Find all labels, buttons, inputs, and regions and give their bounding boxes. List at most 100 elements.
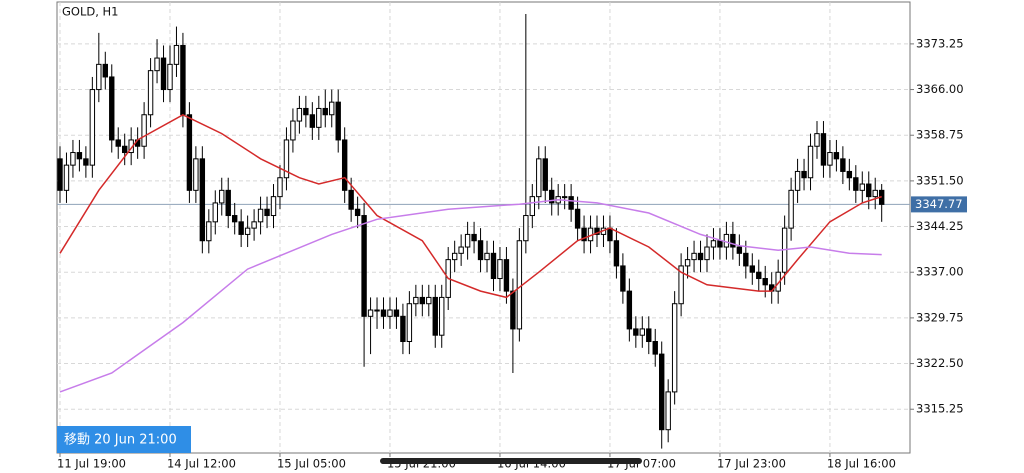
candle-body <box>704 246 710 261</box>
candle-body <box>296 107 303 122</box>
candle-body <box>756 271 762 280</box>
candle-body <box>348 189 354 210</box>
candle-body <box>89 89 96 166</box>
candle-body <box>678 265 684 305</box>
candle-body <box>309 114 316 128</box>
candle-body <box>193 158 199 191</box>
candle-body <box>283 139 290 179</box>
candle-body <box>477 240 484 261</box>
y-tick-label: 3322.50 <box>916 356 964 370</box>
candle-body <box>316 107 322 128</box>
candle-body <box>186 114 193 191</box>
candle-body <box>406 303 413 343</box>
candle-body <box>710 240 717 248</box>
candle-body <box>561 196 568 199</box>
overlay-label: 移動 20 Jun 21:00 <box>64 433 177 448</box>
candle-body <box>458 246 464 254</box>
candle-body <box>173 44 180 65</box>
candle-body <box>471 233 477 242</box>
candle-body <box>723 233 730 248</box>
candle-body <box>613 240 620 267</box>
x-tick-label: 11 Jul 19:00 <box>57 457 126 471</box>
candle-body <box>833 152 840 160</box>
candle-body <box>303 107 309 116</box>
candle-body <box>730 233 736 248</box>
candle-body <box>335 101 341 141</box>
candle-body <box>536 158 542 198</box>
candle-body <box>361 215 367 317</box>
candle-body <box>102 63 108 78</box>
candle-body <box>639 328 645 336</box>
overlay-box <box>57 426 191 453</box>
x-tick-label: 14 Jul 12:00 <box>167 457 236 471</box>
candle-body <box>115 139 121 147</box>
candle-body <box>807 145 814 179</box>
moving-average <box>59 199 882 393</box>
y-tick-label: 3351.50 <box>916 173 964 187</box>
candle-body <box>691 252 697 261</box>
candle-body <box>749 265 755 273</box>
candle-body <box>697 252 704 261</box>
candle-body <box>866 183 872 198</box>
candle-body <box>290 120 296 141</box>
candle-body <box>419 296 426 305</box>
candle-body <box>620 265 626 292</box>
candle-body <box>652 341 658 355</box>
plot-frame <box>56 1 911 454</box>
chart-title: GOLD, H1 <box>62 5 119 19</box>
x-tick-label: 17 Jul 23:00 <box>717 457 786 471</box>
candle-body <box>329 101 335 116</box>
candle-body <box>665 391 671 431</box>
candle-body <box>432 296 438 336</box>
candle-body <box>510 290 516 330</box>
y-tick-label: 3315.25 <box>916 402 964 416</box>
candle-body <box>251 221 257 229</box>
candle-body <box>219 189 225 204</box>
candle-body <box>167 63 173 91</box>
candle-body <box>497 259 503 280</box>
y-tick-label: 3337.00 <box>916 265 964 279</box>
candle-body <box>147 70 154 116</box>
candle-body <box>141 114 147 147</box>
scrollbar <box>380 458 642 464</box>
candle-body <box>801 170 807 179</box>
last-price-box <box>911 196 967 213</box>
candle-body <box>671 303 678 393</box>
candle-body <box>367 309 374 317</box>
candle-body <box>354 208 361 217</box>
candle-body <box>827 152 833 166</box>
candle-body <box>238 221 244 235</box>
candle-body <box>840 158 846 172</box>
candle-body <box>607 227 613 242</box>
candle-body <box>762 278 768 286</box>
candle-body <box>244 227 251 235</box>
candle-body <box>439 296 445 336</box>
candle-body <box>270 196 277 217</box>
candle-body <box>264 208 270 217</box>
y-tick-label: 3358.75 <box>916 128 964 142</box>
y-tick-label: 3344.25 <box>916 219 964 233</box>
candle-body <box>154 57 160 72</box>
grid-layer <box>57 2 910 453</box>
candle-body <box>393 309 400 317</box>
candle-body <box>859 183 865 191</box>
candle-body <box>503 259 510 292</box>
candle-body <box>529 196 536 217</box>
candle-body <box>380 309 387 317</box>
candle-body <box>400 315 406 343</box>
candle-body <box>387 309 393 317</box>
candle-body <box>633 328 639 336</box>
candle-body <box>206 221 212 242</box>
x-tick-label: 18 Jul 16:00 <box>827 457 896 471</box>
candle-body <box>212 202 218 223</box>
candle-body <box>199 158 206 242</box>
candle-body <box>574 208 581 229</box>
candle-body <box>523 215 529 242</box>
candle-body <box>846 170 853 179</box>
y-tick-label: 3366.00 <box>916 82 964 96</box>
candle-body <box>717 240 723 248</box>
candle-body <box>160 57 167 91</box>
candle-body <box>542 158 548 191</box>
candle-body <box>63 164 70 191</box>
candle-body <box>257 208 264 223</box>
